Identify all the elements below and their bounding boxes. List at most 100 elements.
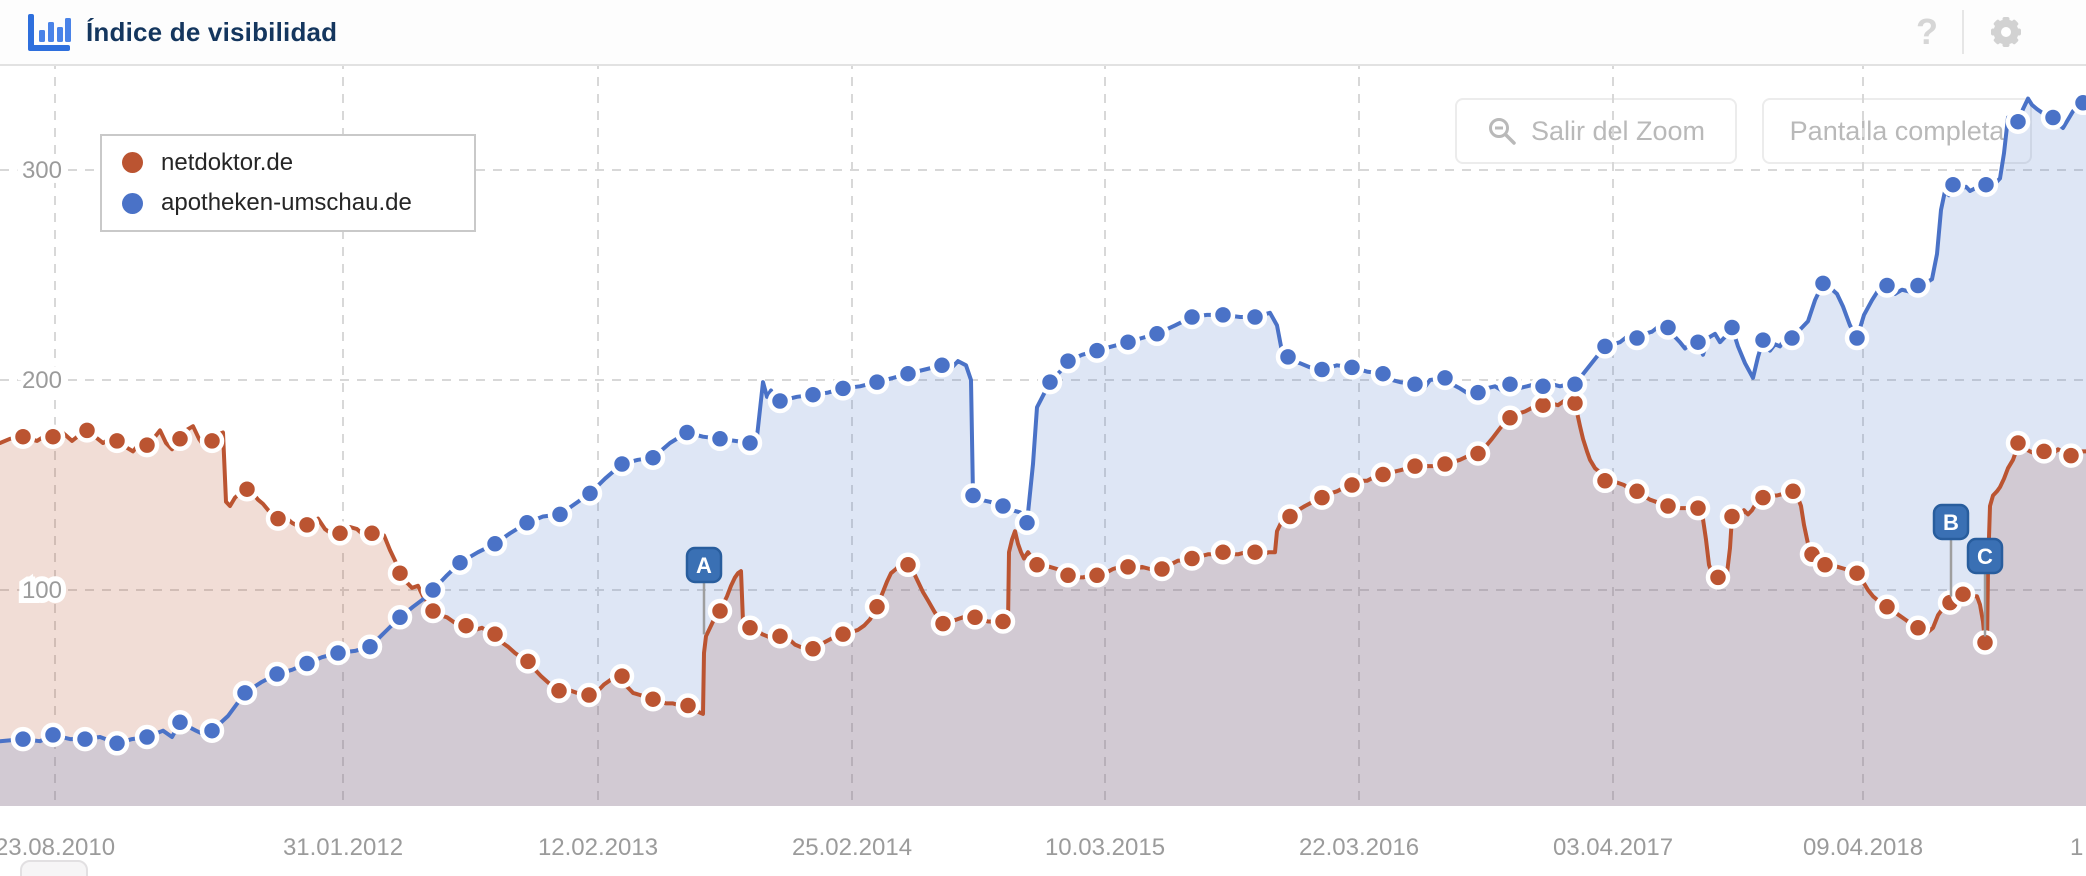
- data-point-red: [327, 521, 353, 546]
- legend-swatch-red: [122, 152, 143, 174]
- data-point-blue: [1242, 304, 1268, 330]
- data-point-blue: [1465, 380, 1491, 405]
- x-axis-label: 10.03.2015: [1045, 834, 1165, 861]
- data-point-red: [10, 424, 36, 449]
- data-point-blue: [1179, 304, 1205, 330]
- data-point-blue: [1530, 374, 1556, 399]
- data-point-blue: [609, 451, 635, 477]
- data-point-blue: [447, 550, 473, 575]
- data-point-red: [1750, 485, 1776, 510]
- data-point-red: [1705, 565, 1731, 590]
- event-marker-A[interactable]: [685, 546, 723, 584]
- data-point-red: [359, 521, 385, 546]
- data-point-blue: [104, 731, 130, 756]
- data-point-red: [895, 552, 921, 578]
- data-point-red: [1624, 479, 1650, 504]
- y-axis-label: 200: [22, 367, 62, 394]
- data-point-blue: [737, 430, 763, 456]
- data-point-blue: [1309, 357, 1335, 382]
- event-marker-letter-A: A: [696, 553, 712, 578]
- help-icon[interactable]: ?: [1916, 11, 1938, 52]
- data-point-blue: [1624, 325, 1650, 351]
- data-point-red: [1084, 563, 1110, 588]
- y-axis-label: 100: [22, 577, 62, 604]
- data-point-red: [1812, 552, 1838, 578]
- zoom-out-icon: [1488, 118, 1516, 145]
- data-point-blue: [1370, 361, 1396, 386]
- data-point-red: [1024, 552, 1050, 578]
- bar-chart-icon: [28, 14, 71, 51]
- data-point-red: [1210, 539, 1236, 565]
- data-point-blue: [1210, 302, 1236, 328]
- data-point-red: [1562, 390, 1588, 416]
- event-marker-letter-C: C: [1977, 544, 1993, 569]
- data-point-blue: [264, 661, 290, 687]
- panel-header: Índice de visibilidad ?: [0, 0, 2086, 66]
- data-point-blue: [1810, 271, 1836, 296]
- data-point-blue: [1940, 172, 1966, 197]
- data-point-red: [453, 613, 479, 638]
- data-point-red: [134, 432, 160, 458]
- exit-zoom-button[interactable]: Salir del Zoom: [1455, 98, 1737, 164]
- data-point-red: [546, 678, 572, 704]
- data-point-blue: [2070, 90, 2086, 116]
- data-point-red: [1799, 542, 1825, 567]
- exit-zoom-label: Salir del Zoom: [1530, 115, 1706, 146]
- data-point-red: [1844, 560, 1870, 586]
- data-point-red: [1432, 451, 1458, 477]
- fullscreen-button[interactable]: Pantalla completa: [1762, 98, 2032, 164]
- x-axis-label: 23.08.2010: [0, 834, 115, 861]
- data-point-red: [990, 609, 1016, 634]
- data-point-red: [420, 598, 446, 624]
- event-marker-B[interactable]: [1932, 503, 1970, 541]
- data-point-blue: [1592, 334, 1618, 359]
- data-point-red: [74, 418, 100, 443]
- data-point-red: [104, 428, 130, 454]
- data-point-red: [1179, 546, 1205, 571]
- data-point-red: [294, 512, 320, 538]
- data-point-red: [1937, 590, 1963, 615]
- clipped-bottom-control: [20, 860, 88, 876]
- data-point-blue: [895, 361, 921, 386]
- legend-item-apotheken-umschau[interactable]: apotheken-umschau.de: [122, 189, 474, 217]
- data-point-blue: [1655, 315, 1681, 340]
- data-point-blue: [10, 726, 36, 752]
- data-point-red: [1592, 468, 1618, 494]
- gear-icon[interactable]: [1988, 14, 2024, 50]
- data-point-red: [1497, 405, 1523, 431]
- x-axis-label: 09.04.2018: [1803, 834, 1923, 861]
- data-point-blue: [199, 718, 225, 743]
- legend-item-netdoktor[interactable]: netdoktor.de: [122, 149, 474, 177]
- data-point-red: [576, 682, 602, 708]
- data-point-blue: [1432, 365, 1458, 391]
- x-axis-label: 22.03.2016: [1299, 834, 1419, 861]
- event-marker-C[interactable]: [1966, 537, 2004, 575]
- data-point-red: [1149, 556, 1175, 582]
- data-point-blue: [1874, 273, 1900, 298]
- data-point-blue: [2040, 105, 2066, 130]
- data-point-red: [482, 621, 508, 647]
- data-point-red: [1402, 453, 1428, 479]
- data-point-red: [864, 594, 890, 620]
- data-point-blue: [1973, 172, 1999, 197]
- data-point-red: [1780, 479, 1806, 504]
- data-point-blue: [1275, 344, 1301, 370]
- data-point-blue: [167, 710, 193, 735]
- data-point-blue: [640, 445, 666, 470]
- data-point-blue: [1014, 510, 1040, 536]
- data-point-red: [2058, 443, 2084, 468]
- data-point-blue: [232, 680, 258, 706]
- data-point-red: [675, 693, 701, 718]
- data-point-blue: [514, 510, 540, 536]
- data-point-red: [234, 476, 260, 502]
- data-point-red: [767, 623, 793, 649]
- data-point-blue: [1402, 371, 1428, 397]
- data-point-blue: [420, 577, 446, 603]
- legend-label: apotheken-umschau.de: [161, 189, 412, 217]
- data-point-red: [1115, 554, 1141, 580]
- x-axis-label-partial: 1: [2070, 834, 2083, 861]
- data-point-red: [737, 615, 763, 641]
- data-point-red: [167, 426, 193, 452]
- data-point-red: [2005, 430, 2031, 456]
- data-point-red: [199, 428, 225, 454]
